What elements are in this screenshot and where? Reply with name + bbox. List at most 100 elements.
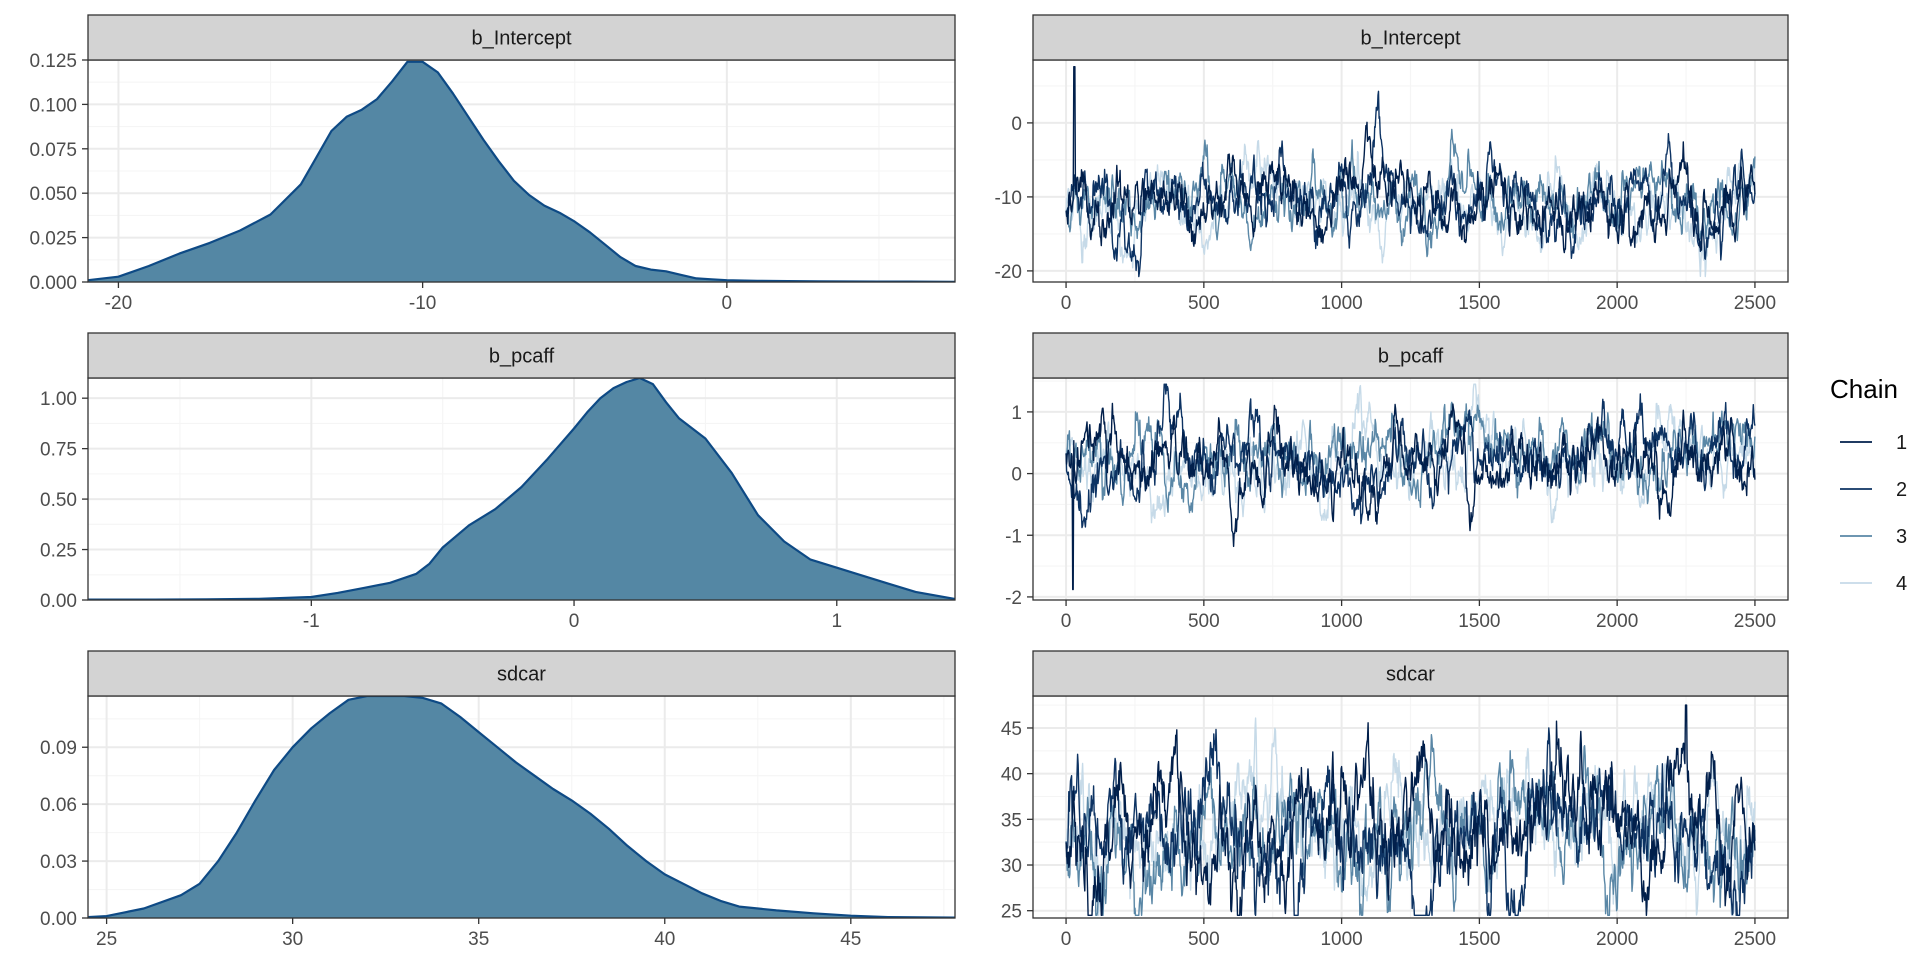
- x-tick-label: 0: [1061, 611, 1072, 632]
- x-tick-label: 1500: [1458, 611, 1500, 632]
- y-tick-label: 0.00: [40, 591, 77, 612]
- x-tick-label: 2500: [1734, 929, 1776, 950]
- x-tick-label: 35: [468, 929, 489, 950]
- axis-ticks: 0 500 1000 1500 2000 2500 25 30 35 40 45: [1001, 719, 1776, 950]
- y-tick-label: 30: [1001, 856, 1022, 877]
- x-tick-label: -20: [105, 293, 132, 314]
- y-tick-label: 0.09: [40, 738, 77, 759]
- legend-item-chain-3: 3: [1840, 526, 1907, 548]
- panel-density-sdcar: sdcar 25 30 35 40 45 0.00 0.03 0.06 0.09: [40, 650, 956, 950]
- density-line: [88, 378, 955, 600]
- legend-item-label: 2: [1896, 479, 1907, 501]
- x-tick-label: 0: [722, 293, 733, 314]
- trace-line-chain-4: [1065, 383, 1756, 524]
- x-tick-label: 2500: [1734, 293, 1776, 314]
- density-area: [88, 61, 955, 282]
- x-tick-label: 500: [1188, 929, 1220, 950]
- x-tick-label: 1000: [1320, 293, 1362, 314]
- x-tick-label: 0: [569, 611, 580, 632]
- x-tick-label: 25: [96, 929, 117, 950]
- y-tick-label: 0.100: [29, 95, 77, 116]
- facet-strip: [1032, 650, 1789, 697]
- panel-trace-sdcar: sdcar 0 500 1000 1500 2000 2500 25 30 35 40 45: [1001, 650, 1789, 950]
- facet-strip-label: b_Intercept: [471, 28, 572, 50]
- trace-line-chain-2: [1065, 383, 1756, 529]
- x-tick-label: -1: [303, 611, 320, 632]
- axis-ticks: -20 -10 0 0.000 0.025 0.050 0.075 0.100 0.125: [29, 51, 732, 314]
- chain-legend: Chain 1 2 3 4: [1830, 374, 1907, 595]
- facet-strip-label: sdcar: [1386, 664, 1435, 686]
- trace-line-chain-3: [1065, 401, 1756, 514]
- y-tick-label: 0.025: [29, 229, 77, 250]
- x-tick-label: 1500: [1458, 929, 1500, 950]
- density-area: [88, 696, 955, 918]
- y-tick-label: 0.50: [40, 490, 77, 511]
- facet-strip: [1032, 332, 1789, 379]
- x-tick-label: 1000: [1320, 611, 1362, 632]
- facet-strip-label: b_pcaff: [1378, 346, 1444, 368]
- x-tick-label: 2000: [1596, 611, 1638, 632]
- panel-density-b_Intercept: b_Intercept -20 -10 0 0.000 0.025 0.050 0.075 0.…: [29, 14, 956, 314]
- legend-item-chain-4: 4: [1840, 573, 1907, 595]
- legend-item-label: 1: [1896, 432, 1907, 454]
- panels-group: b_Intercept-20 -10 00.0000.0250.0500.0750.…: [29, 14, 1789, 950]
- x-tick-label: 40: [654, 929, 675, 950]
- y-tick-label: -20: [995, 262, 1022, 283]
- x-tick-label: 1000: [1320, 929, 1362, 950]
- legend-item-label: 4: [1896, 573, 1907, 595]
- x-tick-label: 500: [1188, 293, 1220, 314]
- y-tick-label: 0: [1011, 114, 1022, 135]
- y-tick-label: 1: [1011, 403, 1022, 424]
- x-tick-label: 1500: [1458, 293, 1500, 314]
- panel-trace-b_Intercept: b_Intercept 0 500 1000 1500 2000 2500 -20 -10 0: [995, 14, 1789, 314]
- density-line: [88, 60, 955, 282]
- trace-line-chain-1: [1065, 704, 1756, 916]
- legend-item-chain-2: 2: [1840, 479, 1907, 501]
- y-tick-label: 1.00: [40, 389, 77, 410]
- facet-strip-label: b_pcaff: [489, 346, 555, 368]
- y-tick-label: 0.125: [29, 51, 77, 72]
- y-tick-label: -10: [995, 188, 1022, 209]
- legend-title: Chain: [1830, 374, 1898, 404]
- y-tick-label: 0.25: [40, 541, 77, 562]
- x-tick-label: 1: [831, 611, 842, 632]
- legend-item-label: 3: [1896, 526, 1907, 548]
- legend-item-chain-1: 1: [1840, 432, 1907, 454]
- x-tick-label: 30: [282, 929, 303, 950]
- trace-line-chain-1: [1065, 402, 1756, 591]
- y-tick-label: 0.03: [40, 852, 77, 873]
- x-tick-label: 2000: [1596, 293, 1638, 314]
- y-tick-label: -2: [1005, 588, 1022, 609]
- axis-ticks: 25 30 35 40 45 0.00 0.03 0.06 0.09: [40, 738, 861, 950]
- y-tick-label: 0.000: [29, 273, 77, 294]
- legend-items: 1 2 3 4: [1840, 432, 1907, 595]
- y-tick-label: -1: [1005, 526, 1022, 547]
- x-tick-label: 2500: [1734, 611, 1776, 632]
- y-tick-label: 35: [1001, 810, 1022, 831]
- y-tick-label: 0.00: [40, 909, 77, 930]
- y-tick-label: 45: [1001, 719, 1022, 740]
- x-tick-label: 2000: [1596, 929, 1638, 950]
- y-tick-label: 40: [1001, 765, 1022, 786]
- axis-ticks: 0 500 1000 1500 2000 2500 -20 -10 0: [995, 114, 1777, 314]
- x-tick-label: 500: [1188, 611, 1220, 632]
- facet-strip: [1032, 14, 1789, 61]
- x-tick-label: 0: [1061, 929, 1072, 950]
- y-tick-label: 0.06: [40, 795, 77, 816]
- y-tick-label: 0.075: [29, 140, 77, 161]
- panel-trace-b_pcaff: b_pcaff 0 500 1000 1500 2000 2500 -2 -1 0 1: [1005, 332, 1789, 632]
- axis-ticks: -1 0 1 0.00 0.25 0.50 0.75 1.00: [40, 389, 842, 632]
- x-tick-label: -10: [409, 293, 436, 314]
- facet-strip: [87, 650, 956, 697]
- x-tick-label: 0: [1061, 293, 1072, 314]
- y-tick-label: 0.050: [29, 184, 77, 205]
- facet-strip: [87, 332, 956, 379]
- y-tick-label: 25: [1001, 902, 1022, 923]
- y-tick-label: 0.75: [40, 440, 77, 461]
- panel-density-b_pcaff: b_pcaff -1 0 1 0.00 0.25 0.50 0.75 1.00: [40, 332, 956, 632]
- facet-strip-label: sdcar: [497, 664, 546, 686]
- trace-line-chain-1: [1065, 66, 1756, 254]
- y-tick-label: 0: [1011, 465, 1022, 486]
- axis-ticks: 0 500 1000 1500 2000 2500 -2 -1 0 1: [1005, 403, 1776, 632]
